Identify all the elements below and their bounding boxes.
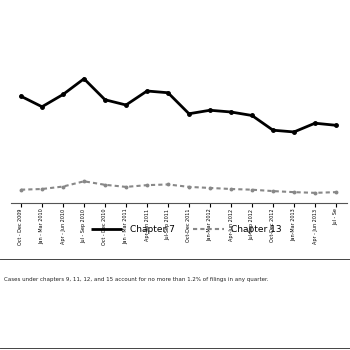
Text: Cases under chapters 9, 11, 12, and 15 account for no more than 1.2% of filings : Cases under chapters 9, 11, 12, and 15 a… — [4, 277, 268, 282]
Text: Chapter 13: Chapter 13 — [231, 225, 282, 234]
Text: April 2009 - March 2014: April 2009 - March 2014 — [96, 37, 254, 50]
Text: Chapter 7: Chapter 7 — [130, 225, 174, 234]
Text: Bankruptcy Cases Filed, by Quarter: Bankruptcy Cases Filed, by Quarter — [42, 12, 308, 25]
